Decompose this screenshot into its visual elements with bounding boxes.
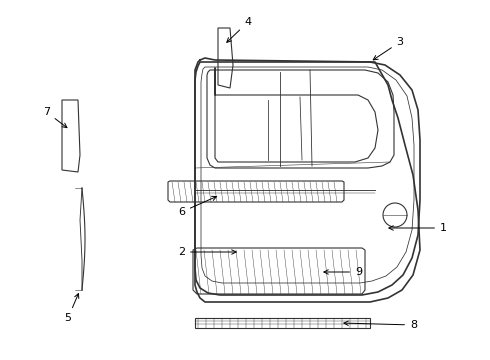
Text: 9: 9 [324, 267, 362, 277]
Text: 3: 3 [373, 37, 403, 60]
Text: 7: 7 [43, 107, 67, 128]
Text: 4: 4 [227, 17, 251, 42]
Text: 8: 8 [344, 320, 417, 330]
Text: 1: 1 [389, 223, 447, 233]
Text: 5: 5 [65, 293, 79, 323]
Text: 2: 2 [178, 247, 236, 257]
Text: 6: 6 [178, 196, 217, 217]
